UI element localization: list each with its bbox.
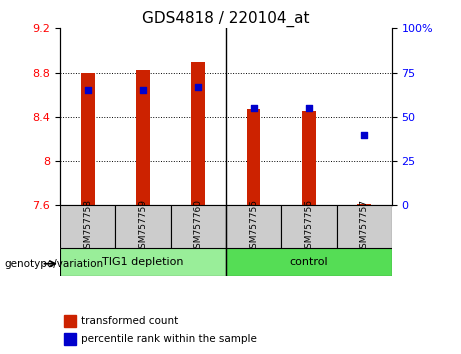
FancyBboxPatch shape xyxy=(226,248,392,276)
Bar xyxy=(247,109,260,205)
Point xyxy=(139,87,147,93)
Point xyxy=(250,105,257,111)
FancyBboxPatch shape xyxy=(115,205,171,248)
Title: GDS4818 / 220104_at: GDS4818 / 220104_at xyxy=(142,11,310,27)
Bar xyxy=(191,62,205,205)
Point xyxy=(305,105,313,111)
Text: GSM757756: GSM757756 xyxy=(304,199,313,254)
Text: GSM757760: GSM757760 xyxy=(194,199,203,254)
Text: GSM757759: GSM757759 xyxy=(138,199,148,254)
Text: TIG1 depletion: TIG1 depletion xyxy=(102,257,183,267)
FancyBboxPatch shape xyxy=(281,205,337,248)
FancyBboxPatch shape xyxy=(171,205,226,248)
FancyBboxPatch shape xyxy=(226,205,281,248)
FancyBboxPatch shape xyxy=(60,248,226,276)
Bar xyxy=(357,204,371,205)
Bar xyxy=(81,73,95,205)
Bar xyxy=(136,70,150,205)
Bar xyxy=(64,315,76,327)
Text: genotype/variation: genotype/variation xyxy=(5,259,104,269)
Point xyxy=(84,87,91,93)
Point xyxy=(195,84,202,90)
FancyBboxPatch shape xyxy=(337,205,392,248)
Text: GSM757757: GSM757757 xyxy=(360,199,369,254)
Bar xyxy=(64,333,76,345)
Bar xyxy=(302,111,316,205)
Text: control: control xyxy=(290,257,328,267)
Text: GSM757755: GSM757755 xyxy=(249,199,258,254)
Text: transformed count: transformed count xyxy=(82,316,179,326)
Text: percentile rank within the sample: percentile rank within the sample xyxy=(82,334,257,344)
Text: GSM757758: GSM757758 xyxy=(83,199,92,254)
Point xyxy=(361,132,368,137)
FancyBboxPatch shape xyxy=(60,205,115,248)
